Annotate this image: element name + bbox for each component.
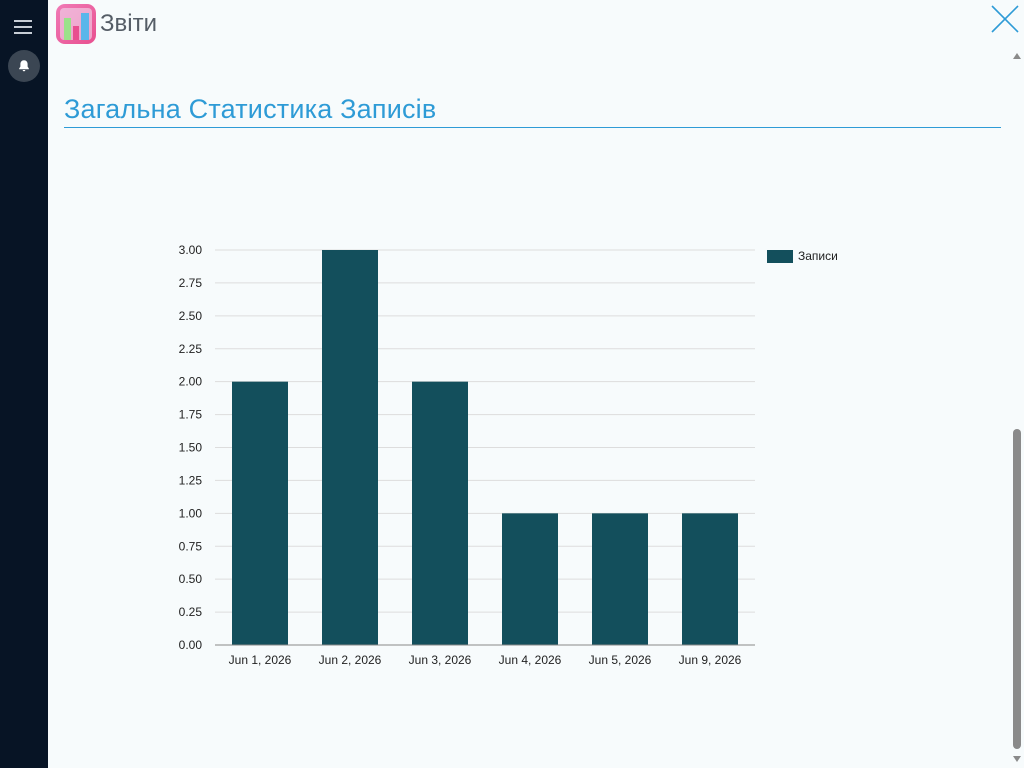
bar <box>682 513 738 645</box>
notifications-button[interactable] <box>8 50 40 82</box>
y-tick-label: 0.50 <box>179 572 203 586</box>
y-tick-label: 1.50 <box>179 441 203 455</box>
sidebar <box>0 0 48 768</box>
y-tick-label: 2.50 <box>179 309 203 323</box>
page-title: Загальна Статистика Записів <box>64 94 437 124</box>
scrollbar-thumb[interactable] <box>1013 429 1021 749</box>
y-tick-label: 1.00 <box>179 506 203 520</box>
bar <box>502 513 558 645</box>
x-tick-label: Jun 9, 2026 <box>679 653 742 667</box>
title-divider <box>64 127 1001 128</box>
scroll-up-arrow-icon[interactable] <box>1013 53 1021 59</box>
bell-icon <box>19 60 29 72</box>
legend-swatch <box>767 249 793 263</box>
x-tick-label: Jun 3, 2026 <box>409 653 472 667</box>
app-title: Звіти <box>100 10 157 37</box>
x-tick-label: Jun 5, 2026 <box>589 653 652 667</box>
x-tick-label: Jun 1, 2026 <box>229 653 292 667</box>
y-tick-label: 2.75 <box>179 276 203 290</box>
chart-legend: Записи <box>767 249 838 263</box>
reports-chart-icon <box>56 4 96 44</box>
x-tick-label: Jun 2, 2026 <box>319 653 382 667</box>
bar <box>232 381 288 645</box>
bar <box>592 513 648 645</box>
scroll-down-arrow-icon[interactable] <box>1013 756 1021 762</box>
y-tick-label: 2.25 <box>179 342 203 356</box>
close-icon[interactable] <box>990 4 1020 34</box>
legend-label: Записи <box>798 249 838 263</box>
y-tick-label: 0.00 <box>179 638 203 652</box>
scrollbar[interactable] <box>1010 48 1024 768</box>
x-tick-label: Jun 4, 2026 <box>499 653 562 667</box>
hamburger-menu-icon[interactable] <box>14 19 32 35</box>
y-tick-label: 0.25 <box>179 605 203 619</box>
y-tick-label: 1.75 <box>179 408 203 422</box>
bar-chart: 0.00 0.25 0.50 0.75 1.00 1.25 1.50 1.75 2.00 2.25… <box>179 243 755 667</box>
y-tick-label: 1.25 <box>179 473 203 487</box>
y-tick-label: 0.75 <box>179 539 203 553</box>
y-tick-label: 3.00 <box>179 243 203 257</box>
y-tick-label: 2.00 <box>179 375 203 389</box>
bar <box>412 381 468 645</box>
bar <box>322 250 378 645</box>
